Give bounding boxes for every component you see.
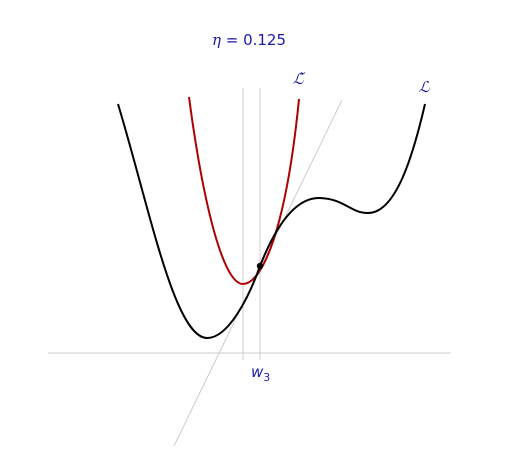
point-w3 bbox=[257, 263, 263, 269]
loss-label: ℒ bbox=[419, 78, 431, 96]
loss-curve bbox=[118, 104, 425, 338]
eta-value: 0.125 bbox=[243, 31, 286, 49]
eta-equals: = bbox=[221, 31, 243, 49]
eta-symbol: η bbox=[212, 31, 221, 49]
surrogate-label: ℒ̃ bbox=[293, 70, 306, 88]
eta-title: η = 0.125 bbox=[212, 31, 286, 49]
w3-label-sub: 3 bbox=[263, 371, 270, 384]
surrogate-curve bbox=[189, 97, 299, 284]
w3-label: w3 bbox=[251, 363, 270, 384]
w3-label-base: w bbox=[251, 363, 264, 381]
